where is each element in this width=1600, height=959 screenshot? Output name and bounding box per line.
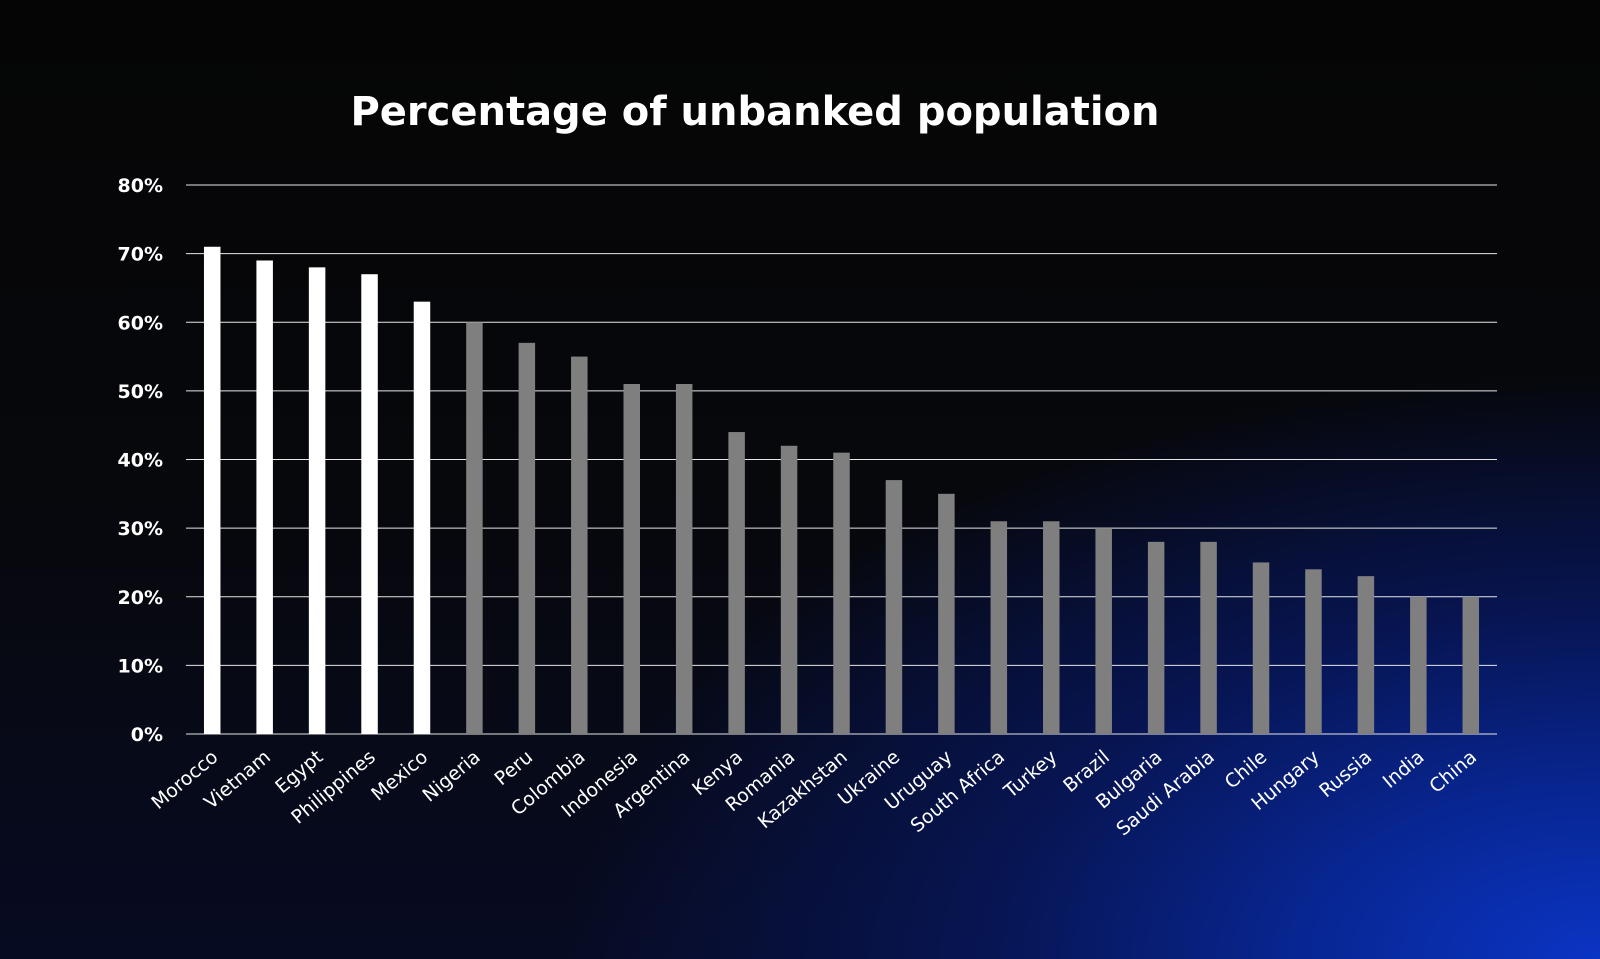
x-tick-label: Mexico — [367, 746, 432, 805]
y-tick-label: 50% — [118, 381, 163, 403]
y-axis-ticks: 0% 10% 20% 30% 40% 50% 60% 70% 80% — [118, 175, 163, 746]
bar-saudi-arabia — [1200, 541, 1217, 734]
y-tick-label: 40% — [118, 450, 163, 472]
y-tick-label: 70% — [118, 244, 163, 266]
bar-nigeria — [466, 322, 483, 734]
x-tick-label: Nigeria — [418, 746, 484, 807]
bar-china — [1462, 596, 1480, 734]
x-tick-label: Russia — [1315, 746, 1376, 802]
bar-chile — [1252, 562, 1270, 734]
bar-colombia — [571, 356, 588, 734]
y-tick-label: 60% — [118, 312, 163, 334]
bar-vietnam — [256, 260, 273, 734]
bar-ukraine — [885, 480, 903, 734]
y-tick-label: 0% — [131, 724, 163, 746]
bar-india — [1410, 596, 1427, 734]
bar-brazil — [1095, 528, 1112, 734]
bar-peru — [518, 342, 536, 734]
x-tick-label: Turkey — [999, 746, 1061, 803]
bar-bulgaria — [1147, 541, 1165, 734]
bar-russia — [1357, 576, 1375, 734]
y-tick-label: 30% — [118, 518, 163, 540]
bar-kazakhstan — [833, 452, 850, 734]
bar-mexico — [413, 301, 431, 734]
bar-argentina — [675, 384, 693, 734]
bar-morocco — [203, 246, 221, 734]
y-tick-label: 20% — [118, 587, 163, 609]
bar-hungary — [1305, 569, 1322, 734]
y-tick-label: 80% — [118, 175, 163, 197]
bar-romania — [780, 445, 798, 734]
bar-south-africa — [990, 521, 1008, 734]
y-tick-label: 10% — [118, 655, 163, 677]
bar-philippines — [361, 274, 378, 734]
bar-egypt — [308, 267, 326, 734]
x-tick-label: China — [1425, 746, 1481, 798]
bar-uruguay — [938, 493, 955, 734]
bar-indonesia — [623, 384, 640, 734]
bar-turkey — [1043, 521, 1060, 734]
x-tick-label: India — [1379, 746, 1429, 793]
x-axis-labels: MoroccoVietnamEgyptPhilippinesMexicoNige… — [147, 746, 1481, 840]
bar-kenya — [728, 432, 745, 734]
chart-title: Percentage of unbanked population — [350, 89, 1159, 135]
bars — [203, 246, 1480, 734]
